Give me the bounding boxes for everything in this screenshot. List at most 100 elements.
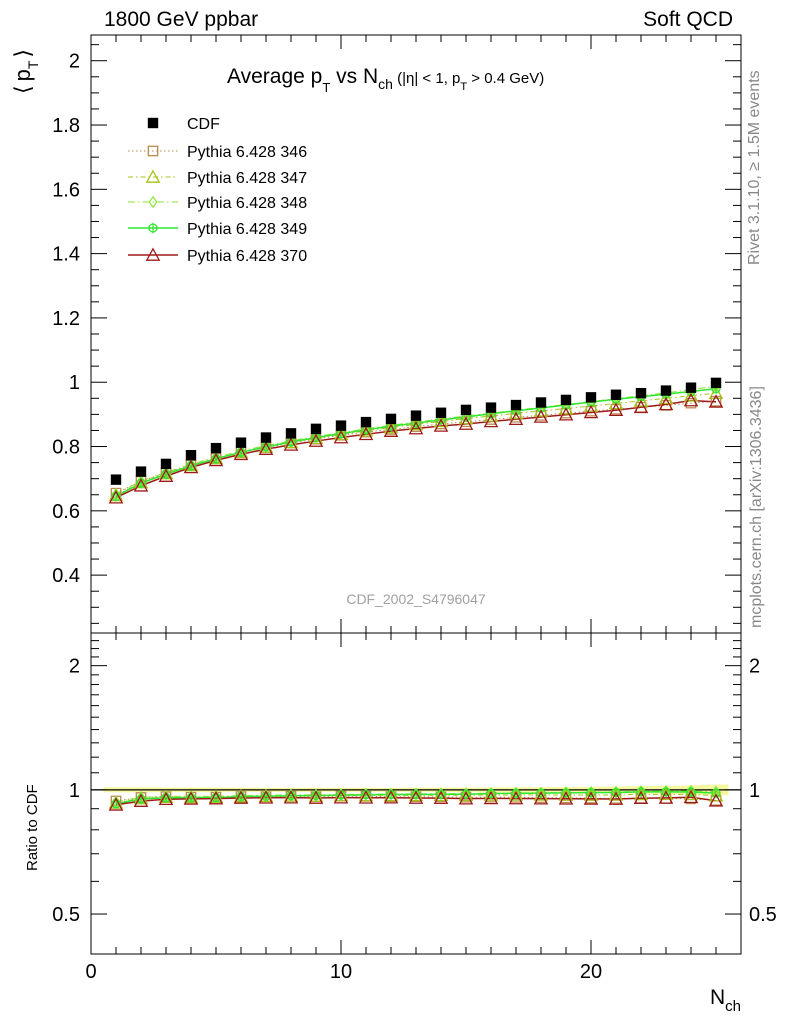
y-label-sub: T	[25, 60, 41, 69]
ratio-point	[711, 787, 721, 799]
series-point	[458, 410, 474, 425]
series-point	[183, 459, 199, 474]
title-vs: vs N	[330, 65, 378, 88]
svg-text:⟨pT⟩: ⟨ pT ⟩	[10, 49, 41, 94]
ratio-point	[461, 789, 471, 800]
legend-label: Pythia 6.428 370	[187, 248, 307, 265]
data-point	[285, 428, 297, 439]
series-point	[533, 409, 549, 423]
ratio-tick-label-right: 1	[749, 780, 760, 802]
data-point	[310, 423, 322, 435]
data-point	[635, 387, 647, 399]
y-tick-label: 1.8	[52, 115, 80, 137]
x-label-sub: ch	[725, 998, 741, 1015]
data-point	[185, 450, 197, 461]
ratio-point	[283, 790, 299, 804]
y-axis-label: ⟨ pT ⟩	[10, 49, 41, 94]
series-point	[608, 395, 624, 410]
series-point	[108, 490, 124, 504]
data-point	[210, 442, 222, 454]
ratio-point	[458, 791, 474, 805]
ratio-point	[433, 790, 449, 804]
title-sub-ch: ch	[378, 76, 393, 92]
ratio-point	[208, 791, 224, 805]
series-point	[558, 407, 574, 421]
data-point	[385, 413, 397, 425]
data-point	[235, 437, 247, 448]
series-point	[508, 411, 524, 426]
legend-marker	[148, 195, 158, 209]
series-line	[115, 387, 717, 498]
title-cond-a: (|η| < 1, p	[393, 70, 460, 87]
x-label-n: N	[710, 986, 725, 1009]
title-main: Average p	[227, 65, 322, 88]
y-label-p: p	[10, 69, 35, 81]
legend-label: Pythia 6.428 349	[187, 221, 307, 238]
series-point	[308, 433, 324, 447]
series-point	[708, 394, 724, 408]
ratio-tick-label-left: 1	[69, 780, 80, 802]
legend-marker	[148, 222, 158, 234]
series-point	[383, 423, 399, 437]
energy-label: 1800 GeV ppbar	[104, 8, 259, 31]
data-point	[610, 389, 622, 400]
ratio-point	[583, 791, 599, 805]
legend-marker-cdf	[147, 117, 159, 129]
ratio-tick-label-left: 0.5	[52, 904, 80, 926]
ratio-point	[408, 790, 424, 804]
legend-label: Pythia 6.428 347	[187, 170, 307, 187]
data-point	[110, 474, 122, 485]
legend-label-cdf: CDF	[187, 116, 220, 133]
legend-label: Pythia 6.428 348	[187, 195, 307, 212]
data-point	[485, 402, 497, 413]
y-label-close: ⟩	[10, 49, 35, 58]
series-point	[583, 404, 599, 419]
series-point	[283, 437, 299, 451]
data-point	[360, 416, 372, 428]
series-point	[458, 416, 474, 430]
ratio-point	[383, 790, 399, 804]
series-point	[433, 418, 449, 432]
ratio-point	[483, 790, 499, 805]
ratio-tick-label-right: 2	[749, 656, 760, 678]
y-tick-label: 1	[69, 372, 80, 394]
ratio-point	[608, 791, 624, 805]
data-point	[410, 410, 422, 421]
data-point	[435, 407, 447, 418]
ratio-point	[486, 788, 496, 799]
title-sub-t: T	[322, 80, 330, 95]
ratio-point	[133, 793, 149, 807]
series-point	[408, 420, 424, 435]
ratio-point	[358, 790, 374, 804]
data-point	[560, 394, 572, 406]
data-point	[260, 432, 272, 443]
ratio-axis-label: Ratio to CDF	[24, 784, 41, 871]
series-point	[683, 392, 699, 407]
series-point	[483, 413, 499, 428]
ratio-point	[108, 797, 124, 811]
ratio-tick-label-left: 2	[69, 656, 80, 678]
series-point	[233, 446, 249, 461]
ratio-point	[683, 789, 699, 804]
series-point	[683, 388, 699, 402]
series-point	[658, 396, 674, 411]
y-tick-label: 1.4	[52, 244, 80, 266]
ratio-tick-label-right: 0.5	[749, 904, 777, 926]
ratio-point	[508, 790, 524, 805]
data-point	[335, 420, 347, 431]
title-cond-sub: T	[460, 81, 467, 93]
data-point	[160, 458, 172, 470]
ratio-point	[533, 791, 549, 805]
y-tick-label: 0.6	[52, 501, 80, 523]
ratio-point	[333, 790, 349, 804]
legend-label: Pythia 6.428 346	[187, 144, 307, 161]
series-point	[433, 413, 449, 428]
ratio-point	[233, 790, 249, 804]
x-tick-label: 0	[85, 961, 96, 983]
x-tick-label: 10	[330, 961, 352, 983]
process-label: Soft QCD	[643, 8, 733, 31]
ratio-point	[308, 790, 324, 804]
series-point	[208, 452, 224, 467]
ratio-point	[558, 791, 574, 805]
data-point	[535, 397, 547, 408]
